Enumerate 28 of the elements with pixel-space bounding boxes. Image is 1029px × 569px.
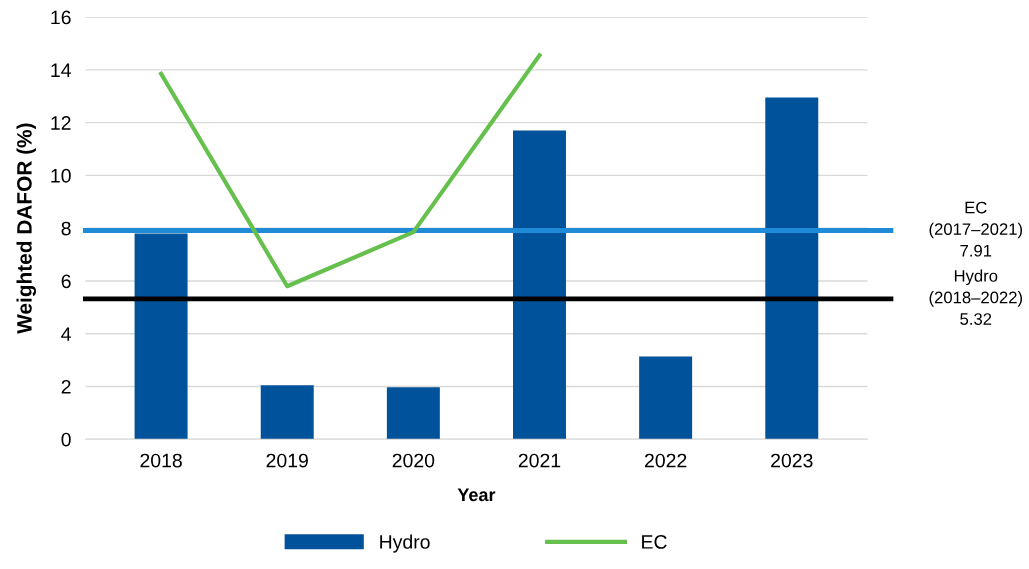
ref-line-label: EC (2017–2021) 7.91 — [929, 201, 1023, 257]
y-tick-label: 6 — [61, 274, 71, 289]
y-tick-label: 14 — [51, 63, 71, 77]
bar — [639, 356, 693, 440]
x-tick-label: 2020 — [392, 453, 435, 468]
line-series — [159, 53, 542, 289]
y-tick-label: 12 — [51, 116, 71, 130]
x-tick-label: 2021 — [518, 453, 561, 468]
bar — [765, 97, 819, 440]
legend-label: EC — [642, 535, 667, 549]
x-tick-label: 2019 — [266, 453, 308, 468]
bar — [134, 233, 188, 440]
x-tick-label: 2022 — [644, 453, 687, 468]
bar — [513, 130, 566, 440]
x-tick-label: 2023 — [771, 453, 813, 468]
y-tick-label: 8 — [61, 221, 71, 236]
ref-line-label: Hydro (2018–2022) 5.32 — [929, 269, 1023, 325]
y-tick-label: 16 — [51, 10, 71, 25]
y-tick-label: 10 — [51, 168, 71, 183]
y-tick-label: 4 — [61, 327, 71, 341]
legend-label: Hydro — [380, 534, 430, 553]
y-axis-title: Weighted DAFOR (%) — [16, 123, 36, 334]
y-tick-label: 0 — [61, 432, 71, 447]
bar — [260, 385, 314, 440]
bar — [386, 387, 440, 440]
x-tick-label: 2018 — [140, 453, 182, 468]
y-tick-label: 2 — [61, 379, 71, 394]
x-axis-title: Year — [457, 488, 496, 502]
